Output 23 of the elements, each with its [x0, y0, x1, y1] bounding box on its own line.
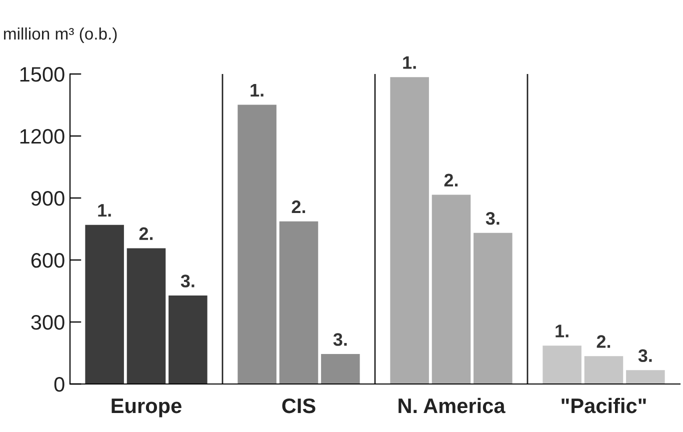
- y-axis-title: million m³ (o.b.): [4, 27, 117, 43]
- y-tick-label: 1200: [20, 129, 64, 144]
- text: 2.: [596, 335, 610, 348]
- y-tick-label: 900: [31, 191, 64, 206]
- x-tick-label: "Pacific": [562, 398, 646, 414]
- text: 3.: [486, 212, 500, 225]
- y-tick-label: 1500: [20, 67, 64, 82]
- x-tick-label: CIS: [282, 398, 316, 414]
- text: 1.: [403, 56, 416, 69]
- series-label: 1.: [556, 324, 568, 338]
- x-tick-label: Europe: [112, 398, 182, 418]
- text: 1.: [250, 84, 264, 96]
- text: 2.: [292, 200, 306, 214]
- y-tick-label: 600: [31, 253, 64, 268]
- y-tick-label: 0: [54, 377, 64, 392]
- y-tick-label: 300: [31, 315, 64, 330]
- series-label: 2.: [139, 227, 153, 240]
- series-label: 3.: [180, 274, 194, 288]
- text: 3.: [333, 333, 347, 346]
- text: 1.: [98, 204, 111, 217]
- x-tick-label: N. America: [398, 398, 506, 414]
- text: 2.: [444, 174, 458, 186]
- text: 3.: [638, 349, 652, 362]
